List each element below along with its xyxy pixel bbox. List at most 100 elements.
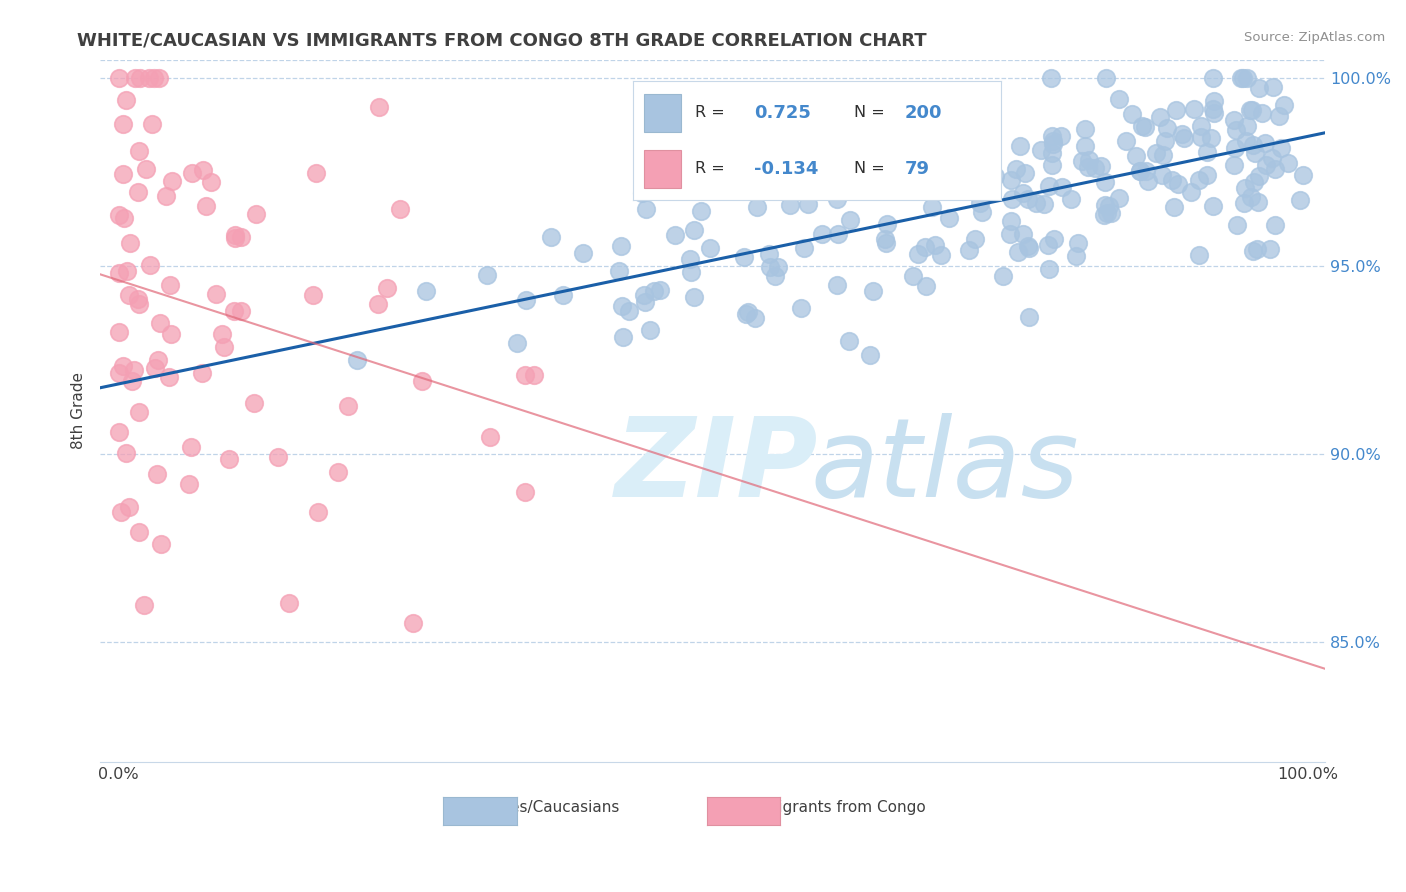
Point xyxy=(868,160,890,174)
Point xyxy=(194,199,217,213)
Point xyxy=(664,227,686,242)
Point xyxy=(1005,162,1028,177)
Point xyxy=(211,326,233,341)
Point xyxy=(179,440,201,454)
Point xyxy=(758,247,780,261)
Point xyxy=(218,452,240,467)
Point xyxy=(1012,186,1035,201)
Point xyxy=(128,296,150,310)
Point xyxy=(1156,120,1178,135)
Point xyxy=(411,374,433,388)
Point xyxy=(679,252,702,266)
Point xyxy=(827,227,849,242)
Point xyxy=(200,175,222,189)
Point xyxy=(1108,191,1130,205)
Point xyxy=(1108,92,1130,106)
Point xyxy=(1277,156,1299,170)
Point xyxy=(1014,166,1036,180)
Point xyxy=(862,284,884,298)
Point xyxy=(146,467,169,481)
Point xyxy=(1029,143,1052,157)
Point xyxy=(191,367,214,381)
Point xyxy=(513,368,536,383)
Point xyxy=(862,174,884,188)
Text: Source: ZipAtlas.com: Source: ZipAtlas.com xyxy=(1244,31,1385,45)
Point xyxy=(636,202,658,216)
Point xyxy=(1241,244,1264,258)
Point xyxy=(811,227,834,241)
Text: ZIP: ZIP xyxy=(614,413,818,520)
Point xyxy=(991,269,1014,284)
Point xyxy=(1017,239,1039,253)
Point xyxy=(108,267,131,281)
Point xyxy=(540,230,562,244)
Point xyxy=(1264,162,1286,177)
Point xyxy=(901,182,924,196)
Point xyxy=(1171,128,1194,142)
Point xyxy=(875,235,897,250)
Point xyxy=(1272,97,1295,112)
Point xyxy=(138,71,160,86)
Point xyxy=(127,186,149,200)
Point xyxy=(915,181,938,195)
Point xyxy=(903,119,925,133)
Point xyxy=(924,238,946,252)
Point xyxy=(1038,178,1060,193)
Point xyxy=(1017,192,1039,206)
Point xyxy=(242,396,264,410)
Point xyxy=(1129,164,1152,178)
Point xyxy=(475,268,498,282)
Point xyxy=(965,169,987,183)
Point xyxy=(157,370,180,384)
Point xyxy=(375,281,398,295)
Point xyxy=(1050,180,1073,194)
Point xyxy=(612,329,634,343)
Point xyxy=(146,352,169,367)
Point xyxy=(177,476,200,491)
Point xyxy=(1246,242,1268,256)
Point xyxy=(159,278,181,293)
Point xyxy=(825,278,848,293)
Point xyxy=(876,217,898,231)
Point xyxy=(901,268,924,283)
Point xyxy=(1270,141,1292,155)
Point xyxy=(1008,139,1031,153)
Point xyxy=(733,250,755,264)
Point xyxy=(779,198,801,212)
Point xyxy=(1261,152,1284,166)
Point xyxy=(336,399,359,413)
Point xyxy=(1249,169,1271,183)
Point xyxy=(838,334,860,348)
Point xyxy=(1007,245,1029,260)
Point xyxy=(1095,205,1118,219)
Point xyxy=(1067,236,1090,251)
Point xyxy=(118,500,141,514)
Point xyxy=(523,368,546,383)
Point xyxy=(127,292,149,306)
Point xyxy=(630,186,652,201)
Point xyxy=(1189,119,1212,133)
Point xyxy=(141,116,163,130)
Point xyxy=(839,213,862,227)
Point xyxy=(367,297,389,311)
Point xyxy=(921,201,943,215)
Point xyxy=(551,288,574,302)
Point xyxy=(1234,134,1257,148)
Point xyxy=(307,505,329,519)
Point xyxy=(1163,200,1185,214)
Point xyxy=(346,353,368,368)
Point xyxy=(1154,134,1177,148)
Point xyxy=(1202,71,1225,86)
Point xyxy=(1254,136,1277,151)
Point xyxy=(302,287,325,301)
Point xyxy=(1167,177,1189,191)
Point xyxy=(699,241,721,255)
Point xyxy=(938,211,960,225)
Point xyxy=(610,299,633,313)
Point xyxy=(1135,164,1157,178)
Point xyxy=(108,425,131,439)
Point xyxy=(1240,103,1263,117)
Point xyxy=(121,374,143,388)
Point xyxy=(1094,198,1116,212)
Point xyxy=(139,258,162,272)
